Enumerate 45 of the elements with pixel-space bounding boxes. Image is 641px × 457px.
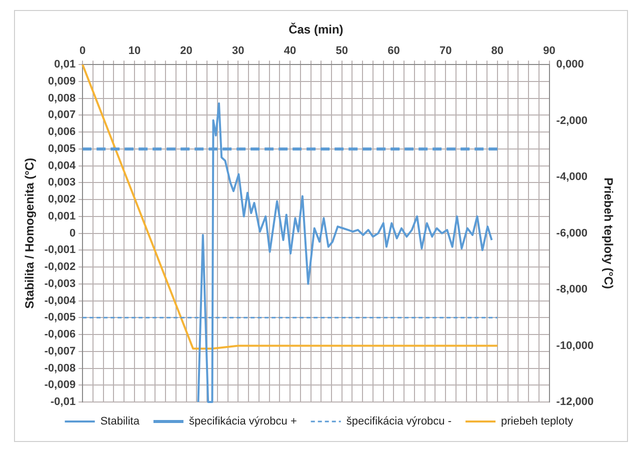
y2-tick-label: -8,000 — [556, 284, 588, 296]
y-tick-label: 0,008 — [48, 92, 76, 104]
y-tick-label: -0,001 — [44, 244, 76, 256]
y-tick-label: -0,005 — [44, 312, 76, 324]
y2-tick-label: 0,000 — [556, 58, 584, 71]
y-tick-label: -0,006 — [44, 328, 76, 341]
y2-axis-title: Priebeh teploty (°C) — [601, 178, 616, 290]
y-tick-label: -0,009 — [44, 379, 76, 392]
y-tick-label: -0,007 — [44, 345, 76, 358]
y2-tick-label: -10,000 — [556, 340, 594, 352]
y-tick-label: -0,003 — [44, 278, 76, 290]
y-tick-label: -0,002 — [44, 261, 76, 274]
x-tick-label: 50 — [336, 45, 348, 58]
x-tick-label: 40 — [284, 45, 296, 58]
y-tick-label: 0,003 — [48, 176, 76, 189]
x-tick-label: 10 — [128, 45, 141, 58]
legend-label: Stabilita — [100, 416, 140, 428]
y-tick-label: 0,001 — [48, 210, 76, 222]
x-tick-label: 30 — [232, 45, 244, 58]
y2-tick-label: -4,000 — [556, 171, 588, 184]
x-tick-label: 0 — [80, 45, 86, 58]
x-tick-label: 70 — [439, 45, 452, 58]
y2-tick-label: -2,000 — [556, 114, 588, 127]
legend-label: špecifikácia výrobcu - — [346, 416, 452, 428]
y-tick-label: 0,009 — [48, 76, 76, 88]
y2-tick-label: -12,000 — [556, 396, 594, 408]
x-tick-label: 90 — [543, 45, 556, 58]
x-tick-label: 60 — [388, 45, 400, 58]
y-tick-label: -0,01 — [50, 396, 76, 408]
y-tick-label: 0,004 — [48, 160, 76, 172]
legend-label: špecifikácia výrobcu + — [188, 416, 297, 428]
y-tick-label: 0,006 — [48, 126, 76, 138]
y-axis-title: Stabilita / Homogenita (°C) — [22, 158, 37, 309]
x-axis-title: Čas (min) — [288, 22, 344, 37]
y2-tick-label: -6,000 — [556, 227, 588, 240]
x-tick-label: 80 — [491, 45, 504, 58]
y-tick-label: 0,005 — [48, 142, 76, 155]
y-tick-label: -0,004 — [44, 294, 76, 307]
legend-label: priebeh teploty — [501, 416, 574, 428]
x-tick-label: 20 — [180, 45, 192, 58]
y-tick-label: 0 — [69, 227, 76, 240]
y-tick-label: 0,01 — [54, 58, 76, 71]
y-tick-label: 0,007 — [48, 109, 76, 122]
y-tick-label: 0,002 — [48, 194, 76, 206]
y-tick-label: -0,008 — [44, 362, 76, 374]
